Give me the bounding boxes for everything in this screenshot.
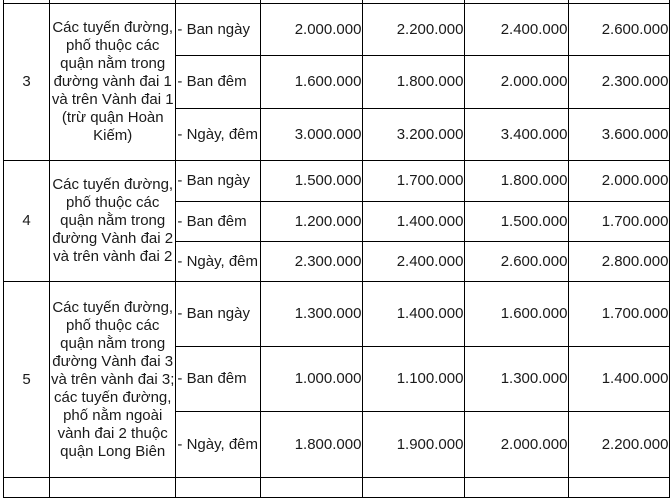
price-value: 1.700.000: [568, 281, 671, 347]
table-row: - Ban đêm 1.600.000 1.800.000 2.000.000 2.30…: [4, 55, 671, 109]
time-period: - Ban ngày: [175, 281, 262, 347]
price-value: 2.200.000: [362, 3, 466, 56]
description-line: Các tuyến đường,: [52, 298, 174, 316]
route-description: Các tuyến đường, phố thuộc các quận nằm tr…: [48, 160, 177, 282]
table-row: - Ngày, đêm 1.800.000 1.900.000 2.000.000 2.…: [4, 411, 671, 478]
row-number: 5: [3, 281, 50, 478]
price-value: 3.600.000: [568, 108, 671, 161]
table-row: - Ngày, đêm 3.000.000 3.200.000 3.400.000 3.…: [4, 108, 671, 161]
table-row: - Ban đêm 1.200.000 1.400.000 1.500.000 1.70…: [4, 201, 671, 242]
price-value: 1.700.000: [362, 160, 466, 202]
description-line: quận Long Biên: [60, 442, 166, 460]
price-value: 1.100.000: [362, 346, 466, 412]
price-value: 1.300.000: [260, 281, 364, 347]
description-line: quận nằm trong: [60, 55, 166, 72]
description-line: đường vành đai 1: [53, 73, 172, 90]
route-description: Các tuyến đường, phố thuộc các quận nằm tr…: [48, 3, 177, 161]
price-value: 1.900.000: [362, 411, 466, 478]
price-value: 2.200.000: [568, 411, 671, 478]
description-line: (trừ quận Hoàn: [61, 109, 164, 126]
time-period: - Ban đêm: [175, 201, 262, 242]
price-value: 1.500.000: [464, 201, 570, 242]
table-row: 4 Các tuyến đường, phố thuộc các quận nằm t…: [3, 160, 671, 282]
price-value: 2.400.000: [464, 3, 570, 56]
price-value: 2.000.000: [464, 411, 570, 478]
price-value: 2.000.000: [464, 55, 570, 109]
price-value: 1.400.000: [362, 201, 466, 242]
price-value: 2.300.000: [260, 241, 364, 282]
description-line: Các tuyến đường,: [52, 176, 174, 193]
description-line: quận nằm trong: [60, 212, 166, 229]
description-line: quận nằm trong: [60, 334, 166, 352]
price-value: 3.200.000: [362, 108, 466, 161]
price-value: 1.800.000: [362, 55, 466, 109]
time-period: - Ban ngày: [175, 3, 262, 56]
price-value: 1.200.000: [260, 201, 364, 242]
description-line: đường Vành đai 2: [52, 230, 174, 247]
description-line: phố nằm ngoài: [63, 406, 163, 424]
description-line: các tuyến đường,: [53, 388, 172, 406]
description-line: đường Vành đai 3: [52, 352, 174, 370]
price-value: 1.600.000: [260, 55, 364, 109]
description-line: Kiếm): [93, 127, 133, 144]
time-period: - Ngày, đêm: [175, 241, 262, 282]
price-value: 2.600.000: [464, 241, 570, 282]
description-line: và trên vành đai 2: [53, 248, 173, 265]
time-period: - Ban ngày: [175, 160, 262, 202]
price-value: 2.400.000: [362, 241, 466, 282]
time-period: - Ban đêm: [175, 346, 262, 412]
price-value: 3.400.000: [464, 108, 570, 161]
price-value: 1.500.000: [260, 160, 364, 202]
price-value: 2.300.000: [568, 55, 671, 109]
time-period: - Ban đêm: [175, 55, 262, 109]
price-value: 2.000.000: [260, 3, 364, 56]
description-line: phố thuộc các: [66, 316, 160, 334]
price-value: 1.300.000: [464, 346, 570, 412]
description-line: và trên Vành đai 1: [51, 91, 174, 108]
description-line: vành đai 2 thuộc: [57, 424, 168, 442]
route-description: Các tuyến đường, phố thuộc các quận nằm tr…: [48, 281, 177, 478]
price-value: 1.800.000: [260, 411, 364, 478]
description-line: phố thuộc các: [66, 37, 160, 54]
table-row: - Ngày, đêm 2.300.000 2.400.000 2.600.000 2.…: [4, 241, 671, 282]
price-table: 3 Các tuyến đường, phố thuộc các quận nằm t…: [3, 0, 671, 498]
price-value: 2.600.000: [568, 3, 671, 56]
price-value: 1.400.000: [362, 281, 466, 347]
description-line: phố thuộc các: [66, 194, 160, 211]
price-value: 1.600.000: [464, 281, 570, 347]
description-line: và trên vành đai 3;: [51, 370, 175, 388]
table-row: 3 Các tuyến đường, phố thuộc các quận nằm t…: [3, 3, 671, 161]
price-value: 1.400.000: [568, 346, 671, 412]
price-value: 2.000.000: [568, 160, 671, 202]
price-value: 3.000.000: [260, 108, 364, 161]
price-value: 1.700.000: [568, 201, 671, 242]
price-value: 1.800.000: [464, 160, 570, 202]
price-value: 1.000.000: [260, 346, 364, 412]
time-period: - Ngày, đêm: [175, 411, 262, 478]
price-value: 2.800.000: [568, 241, 671, 282]
table-row: 5 Các tuyến đường, phố thuộc các quận nằm t…: [3, 281, 671, 478]
description-line: Các tuyến đường,: [52, 19, 174, 36]
row-number: 4: [3, 160, 50, 282]
time-period: - Ngày, đêm: [175, 108, 262, 161]
row-number: 3: [3, 3, 50, 161]
